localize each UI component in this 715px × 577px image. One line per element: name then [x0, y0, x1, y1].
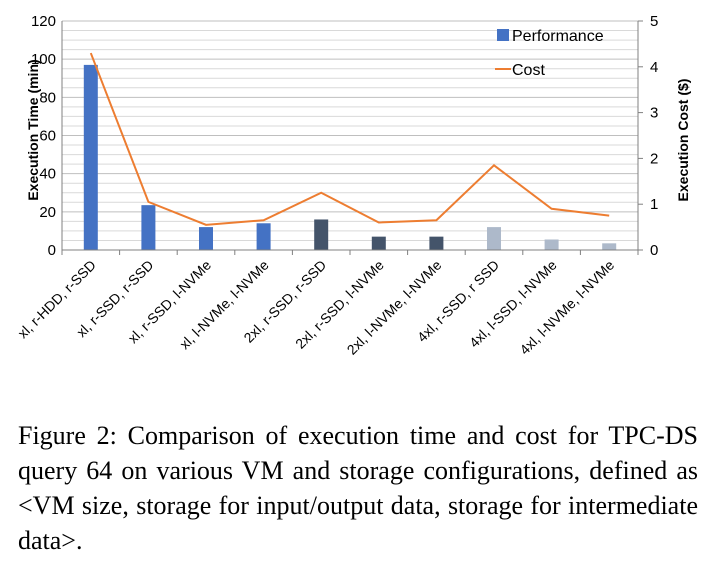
cost-line	[89, 52, 610, 226]
line-cost	[89, 52, 610, 226]
bar-performance	[141, 205, 156, 250]
combo-chart: 0 20 40 60 80 100 120 0 1 2 3 4 5 xl, r-HDD, r-SSDx…	[14, 13, 691, 358]
y2-tick-label: 5	[650, 13, 658, 30]
y-tick-label: 80	[39, 89, 56, 106]
legend: Performance Cost	[495, 28, 604, 79]
y2-axis-label: Execution Cost ($)	[675, 79, 691, 202]
bar-performance	[83, 64, 98, 251]
y2-tick-label: 2	[650, 150, 658, 167]
legend-label-cost: Cost	[512, 62, 545, 79]
y2-tick-label: 0	[650, 242, 658, 259]
y2-axis-ticks: 0 1 2 3 4 5	[650, 13, 658, 259]
y-tick-label: 120	[31, 13, 56, 30]
y-tick-label: 100	[31, 51, 56, 68]
bar-performance	[544, 239, 559, 250]
bar-performance	[256, 223, 271, 250]
x-tick-label: 4xl, l-NVMe, l-NVMe	[516, 257, 617, 358]
gridlines	[62, 20, 638, 241]
y-axis-ticks: 0 20 40 60 80 100 120	[31, 13, 56, 259]
y2-tick-label: 3	[650, 105, 658, 122]
bar-performance	[429, 236, 444, 250]
x-tick-label: 2xl, l-NVMe, l-NVMe	[344, 257, 445, 358]
bars	[83, 64, 617, 251]
legend-swatch-performance	[497, 29, 509, 41]
axes	[61, 20, 643, 255]
y-tick-label: 40	[39, 166, 56, 183]
figure-caption: Figure 2: Comparison of execution time a…	[18, 421, 698, 555]
y-tick-label: 20	[39, 204, 56, 221]
bar-performance	[371, 236, 386, 250]
y-tick-label: 0	[48, 242, 56, 259]
y2-tick-label: 1	[650, 196, 658, 213]
legend-label-performance: Performance	[512, 28, 604, 45]
y2-tick-label: 4	[650, 59, 658, 76]
bar-performance	[314, 219, 329, 250]
y-axis-label: Execution Time (min)	[25, 59, 41, 200]
y-tick-label: 60	[39, 128, 56, 145]
bar-performance	[199, 227, 213, 250]
bar-performance	[602, 243, 617, 250]
bar-performance	[487, 227, 501, 250]
